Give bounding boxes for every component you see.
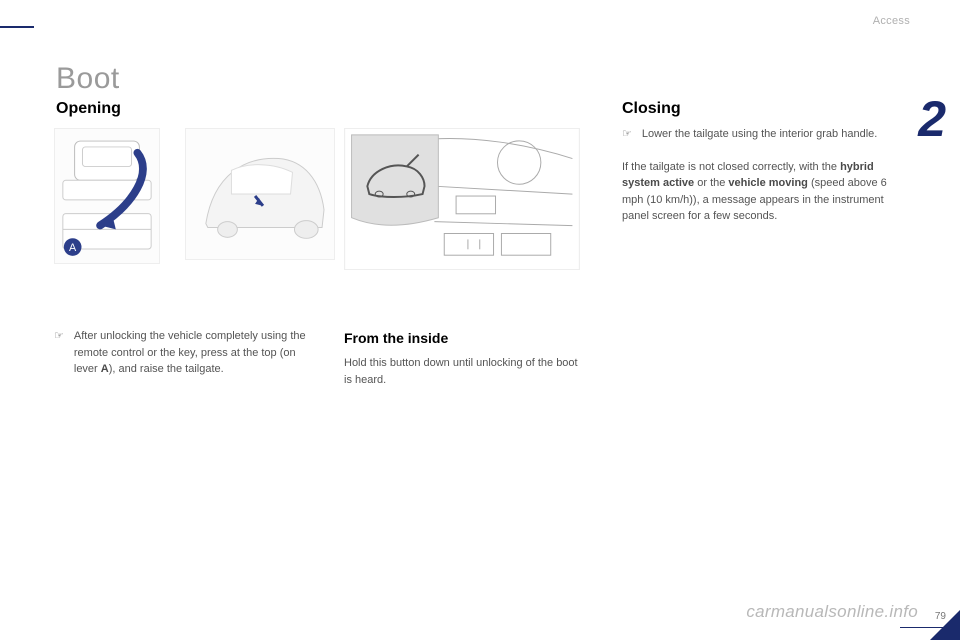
closing-section: ☞ Lower the tailgate using the interior … xyxy=(622,126,896,225)
watermark: carmanualsonline.info xyxy=(746,602,918,622)
marker-a-label: A xyxy=(69,242,77,254)
from-inside-heading: From the inside xyxy=(344,328,588,349)
from-inside-section: From the inside Hold this button down un… xyxy=(344,328,588,388)
closing-warning: If the tailgate is not closed correctly,… xyxy=(622,159,896,225)
accent-line xyxy=(0,26,34,28)
subheading-closing: Closing xyxy=(622,100,681,118)
opening-instructions: ☞ After unlocking the vehicle completely… xyxy=(54,328,316,378)
illustration-rear-lever: A xyxy=(54,128,160,264)
manual-page: Access 2 2 Boot Opening Closing A xyxy=(0,0,960,640)
category-label: Access xyxy=(873,15,910,27)
pointer-icon: ☞ xyxy=(54,328,64,378)
top-bar: Access xyxy=(0,26,960,27)
closing-bullet-text: Lower the tailgate using the interior gr… xyxy=(642,126,877,143)
illustration-dashboard-button xyxy=(344,128,580,270)
pointer-icon: ☞ xyxy=(622,126,632,143)
page-corner xyxy=(928,608,960,640)
corner-triangle xyxy=(930,610,960,640)
page-title: Boot xyxy=(56,62,120,96)
section-number: 2 2 xyxy=(918,90,946,148)
from-inside-body: Hold this button down until unlocking of… xyxy=(344,355,588,388)
subheading-opening: Opening xyxy=(56,100,121,118)
illustration-car-rear xyxy=(185,128,335,260)
opening-text: After unlocking the vehicle completely u… xyxy=(74,328,316,378)
section-number-text: 2 xyxy=(918,91,946,147)
